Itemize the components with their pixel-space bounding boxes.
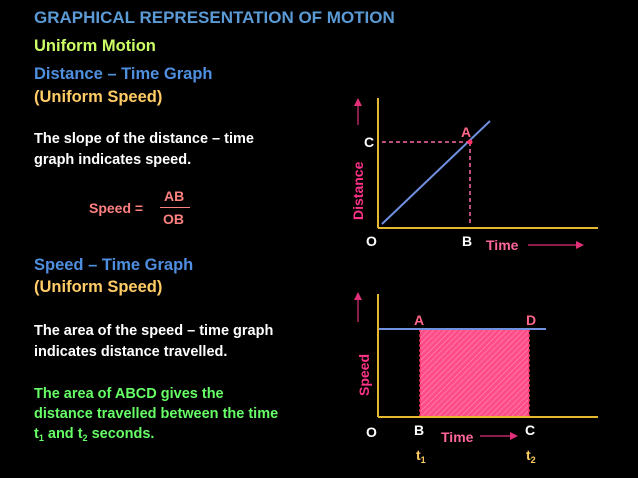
graph1-label-b: B xyxy=(462,233,472,249)
distance-subheading: (Uniform Speed) xyxy=(34,88,163,106)
graph2-label-c: C xyxy=(525,422,535,438)
green-text-line3: t1 and t2 seconds. xyxy=(34,426,155,443)
distance-line xyxy=(381,120,491,225)
graph1-x-axis-label: Time xyxy=(486,237,519,253)
area-abcd xyxy=(420,329,529,417)
distance-text-line2: graph indicates speed. xyxy=(34,152,192,168)
graph1-label-a: A xyxy=(461,124,471,140)
green-text-line2: distance travelled between the time xyxy=(34,406,279,422)
green-text-line1: The area of ABCD gives the xyxy=(34,386,224,402)
speed-time-graph: A D O B C Time Speed t1 t2 xyxy=(354,292,598,465)
graph2-x-axis-label: Time xyxy=(441,429,474,445)
speed-subheading: (Uniform Speed) xyxy=(34,278,163,296)
speed-text-line2: indicates distance travelled. xyxy=(34,344,228,360)
formula-divider xyxy=(160,207,190,208)
graph1-label-o: O xyxy=(366,233,377,249)
graph2-x-arrow-head xyxy=(510,432,518,440)
graph2-label-o: O xyxy=(366,424,377,440)
graph1-y-arrow-head xyxy=(354,98,362,106)
distance-heading: Distance – Time Graph xyxy=(34,65,213,83)
subtitle: Uniform Motion xyxy=(34,37,156,55)
point-a-dot xyxy=(467,139,473,145)
formula-numerator: AB xyxy=(164,188,185,204)
graph1-label-c: C xyxy=(364,134,374,150)
graph2-label-a: A xyxy=(414,312,424,328)
graph2-label-b: B xyxy=(414,422,424,438)
page-title: GRAPHICAL REPRESENTATION OF MOTION xyxy=(34,8,395,27)
graph2-y-arrow-head xyxy=(354,292,362,300)
speed-text-line1: The area of the speed – time graph xyxy=(34,323,274,339)
graph2-label-d: D xyxy=(526,312,536,328)
formula-denominator: OB xyxy=(163,211,184,227)
graph2-label-t2: t2 xyxy=(526,447,536,465)
distance-time-graph: C A O B Time Distance xyxy=(350,98,598,253)
speed-formula-label: Speed = xyxy=(89,200,144,216)
speed-heading: Speed – Time Graph xyxy=(34,256,194,274)
graph2-label-t1: t1 xyxy=(416,447,426,465)
distance-text-line1: The slope of the distance – time xyxy=(34,131,254,147)
graph1-x-arrow-head xyxy=(576,241,584,249)
graph2-y-axis-label: Speed xyxy=(356,354,372,396)
graph1-y-axis-label: Distance xyxy=(350,161,366,220)
